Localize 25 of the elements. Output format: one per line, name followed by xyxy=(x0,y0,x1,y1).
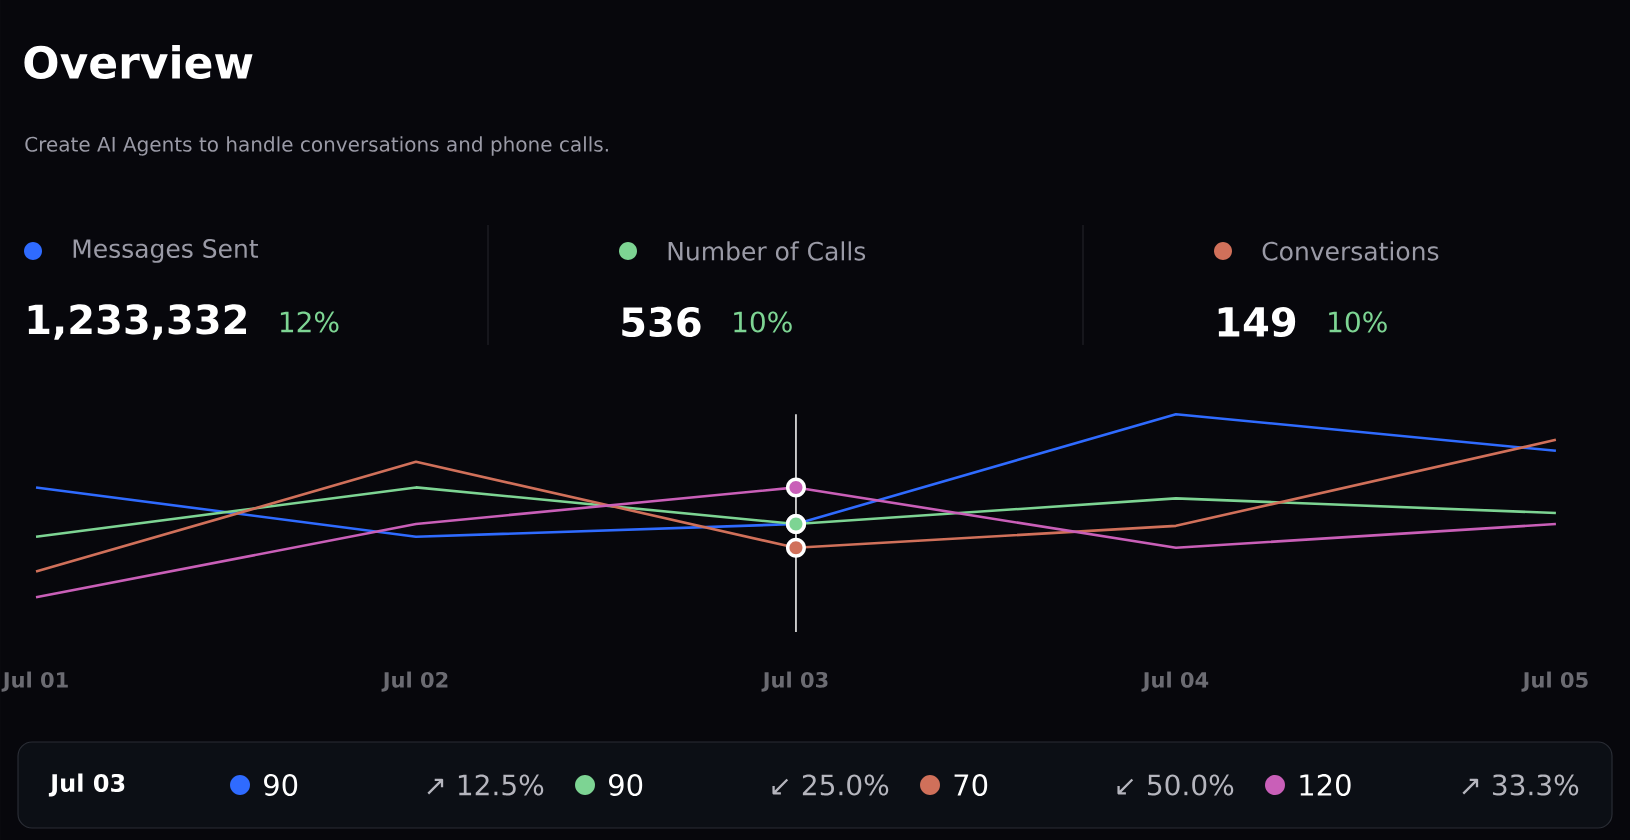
text: 536 xyxy=(622,306,701,338)
x-tick-label: Jul 05 xyxy=(1521,671,1588,692)
x-tick-label: Jul 04 xyxy=(1141,671,1209,692)
text: Jul 03 xyxy=(48,773,125,797)
text: 12% xyxy=(280,311,339,333)
text: 1,233,332 xyxy=(28,304,247,340)
chart-title: Overview xyxy=(24,44,253,80)
text: 10% xyxy=(1329,311,1387,333)
x-tick-label: Jul 03 xyxy=(761,671,828,692)
text: ↙ 50.0% xyxy=(1117,774,1234,796)
legend-label: Conversations xyxy=(1262,241,1439,261)
legend-label: Number of Calls xyxy=(668,241,866,261)
x-tick-label: Jul 01 xyxy=(1,671,68,692)
text: 90 xyxy=(609,774,643,796)
text: ↙ 25.0% xyxy=(772,774,889,796)
text: 90 xyxy=(264,774,298,796)
text: 70 xyxy=(954,774,988,796)
x-tick-label: Jul 02 xyxy=(381,671,448,692)
text: 120 xyxy=(1300,774,1351,796)
text: 149 xyxy=(1218,306,1296,338)
chart-subtitle: Create AI Agents to handle conversations and phone calls. xyxy=(25,136,608,156)
text: ↗ 12.5% xyxy=(427,774,544,796)
text: ↗ 33.3% xyxy=(1462,774,1579,796)
legend-label: Messages Sent xyxy=(73,239,259,263)
text: 10% xyxy=(734,311,792,333)
